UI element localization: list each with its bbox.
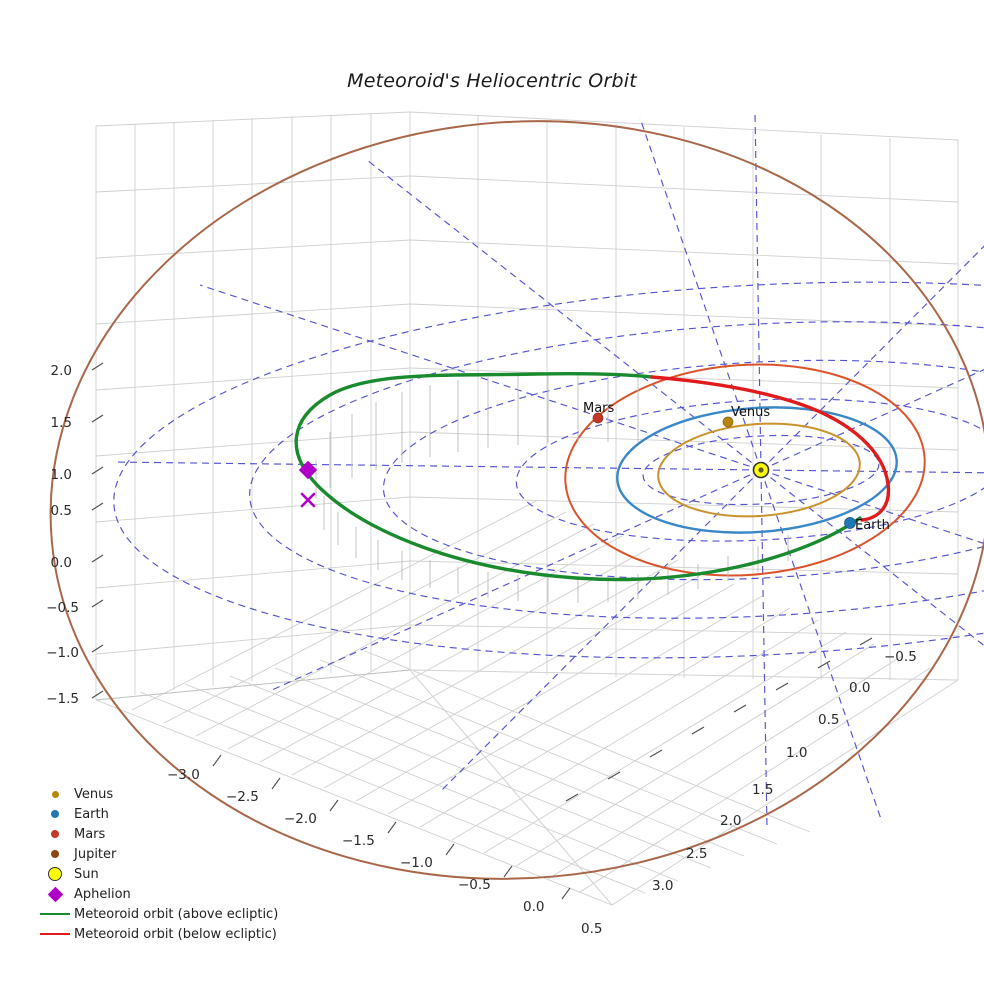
venus-orbit bbox=[657, 422, 861, 518]
orbit-height-stems bbox=[315, 374, 789, 603]
legend-label-mars: Mars bbox=[74, 826, 106, 842]
z-tick-3: 0.5 bbox=[51, 503, 72, 519]
legend-item-meteoroid-above[interactable]: Meteoroid orbit (above ecliptic) bbox=[36, 904, 278, 924]
y-tick-2: 0.5 bbox=[818, 712, 839, 728]
y-tick-1: 0.0 bbox=[849, 680, 870, 696]
legend-label-earth: Earth bbox=[74, 806, 109, 822]
line-swatch-icon bbox=[36, 913, 74, 915]
z-tick-7: −1.5 bbox=[46, 691, 79, 707]
legend-item-aphelion[interactable]: Aphelion bbox=[36, 884, 278, 904]
legend-label-aphelion: Aphelion bbox=[74, 886, 131, 902]
jupiter-orbit bbox=[49, 120, 984, 880]
legend-label-sun: Sun bbox=[74, 866, 99, 882]
legend-label-venus: Venus bbox=[74, 786, 114, 802]
legend-item-sun[interactable]: Sun bbox=[36, 864, 278, 884]
y-tick-5: 2.0 bbox=[720, 813, 741, 829]
diamond-marker-icon bbox=[36, 886, 74, 902]
earth-marker bbox=[844, 517, 856, 529]
y-tick-6: 2.5 bbox=[686, 846, 707, 862]
x-tick-3: −1.5 bbox=[342, 833, 375, 849]
mars-orbit bbox=[564, 363, 926, 577]
circle-marker-icon bbox=[36, 790, 74, 798]
venus-label: Venus bbox=[731, 405, 770, 420]
y-tick-7: 3.0 bbox=[652, 878, 673, 894]
x-tick-2: −2.0 bbox=[284, 811, 317, 827]
z-tick-0: 2.0 bbox=[51, 363, 72, 379]
x-tick-6: 0.0 bbox=[523, 899, 544, 915]
z-tick-6: −1.0 bbox=[46, 645, 79, 661]
x-tick-4: −1.0 bbox=[400, 855, 433, 871]
z-tick-2: 1.0 bbox=[51, 467, 72, 483]
legend-label-meteoroid-above: Meteoroid orbit (above ecliptic) bbox=[74, 906, 279, 922]
page-title: Meteoroid's Heliocentric Orbit bbox=[347, 70, 637, 92]
mars-label: Mars bbox=[583, 401, 615, 416]
legend-item-earth[interactable]: Earth bbox=[36, 804, 278, 824]
legend: Venus Earth Mars Jupiter Sun bbox=[36, 784, 278, 944]
floor-mesh bbox=[409, 669, 959, 906]
z-tick-4: 0.0 bbox=[51, 555, 72, 571]
y-tick-3: 1.0 bbox=[786, 745, 807, 761]
meteoroid-orbit-below-ecliptic bbox=[650, 375, 891, 522]
x-tick-5: −0.5 bbox=[458, 877, 491, 893]
body-annotations: Mars Venus Earth bbox=[583, 401, 890, 533]
x-tick-1: −2.5 bbox=[226, 789, 259, 805]
aphelion-marker bbox=[298, 460, 318, 480]
earth-orbit bbox=[616, 406, 898, 534]
x-tick-0: −3.0 bbox=[167, 767, 200, 783]
legend-label-meteoroid-below: Meteoroid orbit (below ecliptic) bbox=[74, 926, 277, 942]
x-tick-7: 0.5 bbox=[581, 921, 602, 937]
y-tick-4: 1.5 bbox=[752, 782, 773, 798]
venus-marker bbox=[722, 416, 734, 428]
legend-item-meteoroid-below[interactable]: Meteoroid orbit (below ecliptic) bbox=[36, 924, 278, 944]
z-axis-ticklabels: 2.0 1.5 1.0 0.5 0.0 −0.5 −1.0 −1.5 bbox=[46, 363, 79, 707]
aphelion-projection-cross-icon bbox=[300, 492, 316, 508]
legend-item-venus[interactable]: Venus bbox=[36, 784, 278, 804]
x-axis-ticklabels: −3.0 −2.5 −2.0 −1.5 −1.0 −0.5 0.0 0.5 bbox=[167, 767, 602, 937]
y-tick-0: −0.5 bbox=[884, 649, 917, 665]
mars-marker bbox=[592, 412, 604, 424]
z-tick-5: −0.5 bbox=[46, 600, 79, 616]
y-axis-ticklabels: −0.5 0.0 0.5 1.0 1.5 2.0 2.5 3.0 bbox=[652, 649, 917, 894]
sun-marker-icon bbox=[36, 867, 74, 881]
circle-marker-icon bbox=[36, 830, 74, 838]
axis-ticks bbox=[91, 362, 873, 900]
ecliptic-floor-grid bbox=[95, 499, 959, 906]
legend-label-jupiter: Jupiter bbox=[74, 846, 117, 862]
legend-item-jupiter[interactable]: Jupiter bbox=[36, 844, 278, 864]
polar-grid bbox=[112, 111, 984, 829]
legend-item-mars[interactable]: Mars bbox=[36, 824, 278, 844]
z-tick-1: 1.5 bbox=[51, 415, 72, 431]
line-swatch-icon bbox=[36, 933, 74, 935]
circle-marker-icon bbox=[36, 810, 74, 818]
earth-label: Earth bbox=[855, 518, 890, 533]
sun-marker bbox=[752, 461, 770, 479]
circle-marker-icon bbox=[36, 850, 74, 858]
